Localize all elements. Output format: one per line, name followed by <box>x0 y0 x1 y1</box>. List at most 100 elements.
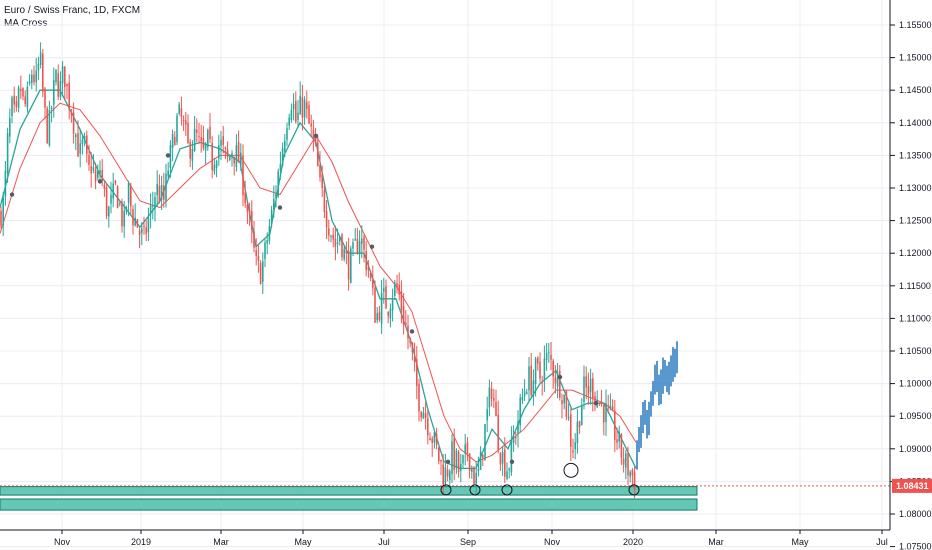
candle-body <box>154 197 156 209</box>
y-tick-label: 1.09000 <box>899 444 932 454</box>
candle-body <box>240 152 242 165</box>
y-tick-label: 1.10500 <box>899 346 932 356</box>
candle-body <box>402 306 405 325</box>
ma-cross-dot <box>409 329 415 334</box>
candle-body <box>506 471 508 480</box>
candle-body <box>202 138 205 148</box>
candle-body <box>552 360 554 377</box>
candle-body <box>57 73 59 97</box>
candle-body <box>53 80 55 105</box>
candle-body <box>453 438 455 470</box>
candle-body <box>508 468 510 471</box>
candle-body <box>28 81 31 84</box>
candle-body <box>86 135 88 154</box>
candle-body <box>354 239 356 241</box>
candle-body <box>136 219 139 228</box>
touch-circle <box>628 484 640 496</box>
candle-body <box>279 164 282 171</box>
x-tick-label: 2020 <box>623 537 643 547</box>
candle-body <box>220 139 222 147</box>
candle-body <box>284 140 286 152</box>
candle-body <box>64 66 66 88</box>
candle-body <box>396 283 398 288</box>
y-tick-label: 1.13000 <box>899 183 932 193</box>
candle-body <box>59 81 62 97</box>
candle-body <box>477 468 480 471</box>
x-tick-label: Sep <box>460 537 476 547</box>
candle-body <box>515 437 517 439</box>
candle-body <box>462 454 464 464</box>
candle-body <box>273 198 275 210</box>
y-tick-label: 1.10000 <box>899 379 932 389</box>
candle-body <box>55 69 57 82</box>
candle-body <box>365 250 367 271</box>
candle-body <box>264 242 266 259</box>
candle-body <box>374 287 376 323</box>
candle-body <box>356 238 359 254</box>
candle-body <box>207 129 209 148</box>
candle-body <box>482 454 484 458</box>
candle-body <box>583 376 585 403</box>
candle-body <box>35 70 37 83</box>
ma-cross-dot <box>165 153 171 158</box>
candle-body <box>237 142 240 163</box>
candle-body <box>189 142 191 159</box>
x-tick-label: May <box>791 537 809 547</box>
candle-body <box>345 250 348 254</box>
candle-body <box>253 231 255 248</box>
candle-body <box>578 421 581 427</box>
candle-body <box>83 136 86 141</box>
candle-body <box>521 396 524 401</box>
candle-body <box>493 398 495 401</box>
candle-body <box>251 211 253 230</box>
candle-body <box>633 472 636 490</box>
indicator-label[interactable]: MA Cross <box>4 18 48 29</box>
candle-body <box>103 184 106 190</box>
candle-body <box>471 467 473 472</box>
candle-body <box>143 226 145 228</box>
candle-body <box>270 210 273 225</box>
candle-body <box>468 453 471 471</box>
candle-body <box>286 128 288 140</box>
candle-body <box>383 287 385 292</box>
candle-body <box>424 413 427 418</box>
candle-body <box>325 211 328 228</box>
ma-cross-dot <box>9 192 15 197</box>
candle-body <box>449 471 451 481</box>
candle-body <box>229 156 231 160</box>
candle-body <box>321 173 323 189</box>
candle-body <box>259 262 262 285</box>
candle-body <box>167 170 169 177</box>
candle-body <box>528 366 530 391</box>
candle-body <box>622 458 625 465</box>
candle-body <box>185 120 187 125</box>
candle-body <box>75 134 77 137</box>
candle-body <box>319 165 321 178</box>
candle-body <box>116 186 119 209</box>
candle-body <box>592 378 594 398</box>
candle-body <box>548 352 550 354</box>
candle-body <box>627 452 629 476</box>
candle-body <box>110 194 112 204</box>
candle-body <box>46 108 48 144</box>
candle-body <box>512 437 515 443</box>
candle-body <box>303 99 306 118</box>
candle-body <box>13 95 15 105</box>
candle-body <box>101 169 103 181</box>
candle-body <box>534 358 537 385</box>
candle-body <box>94 170 97 182</box>
candle-body <box>442 464 444 485</box>
candle-body <box>581 405 583 426</box>
candle-body <box>603 404 605 423</box>
candle-body <box>504 449 506 477</box>
candle-body <box>444 467 447 484</box>
x-tick-label: Jul <box>378 537 390 547</box>
candle-body <box>132 209 134 226</box>
candle-body <box>422 412 425 419</box>
candle-body <box>563 394 565 404</box>
ma-cross-dot <box>445 459 451 465</box>
candle-body <box>299 95 301 115</box>
candle-body <box>631 469 634 476</box>
candle-body <box>530 365 532 395</box>
